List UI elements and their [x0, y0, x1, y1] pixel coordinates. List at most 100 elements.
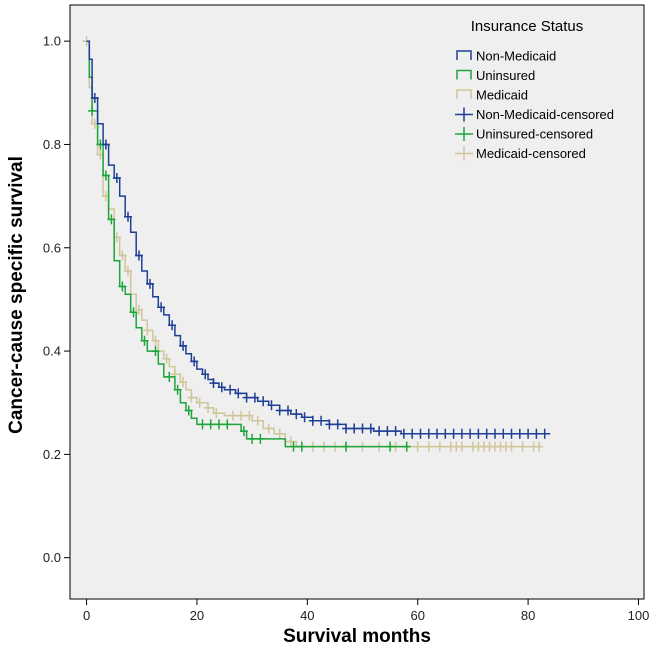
censor-mark — [350, 423, 359, 434]
plot-area — [69, 4, 645, 600]
censor-mark — [375, 426, 384, 437]
censor-mark — [151, 346, 160, 357]
censor-mark — [168, 320, 177, 331]
censor-mark — [140, 335, 149, 346]
censor-mark — [308, 415, 317, 426]
x-axis-title: Survival months — [283, 626, 431, 647]
censor-mark — [435, 441, 444, 452]
censor-mark — [342, 423, 350, 434]
censor-mark — [245, 410, 254, 421]
censor-mark — [212, 408, 221, 419]
legend-title: Insurance Status — [471, 18, 584, 35]
legend-censor-swatch — [455, 107, 473, 122]
censor-mark — [124, 266, 132, 276]
censor-mark — [151, 335, 160, 346]
censor-mark — [507, 428, 516, 439]
censor-mark — [206, 419, 215, 430]
censor-mark — [90, 93, 99, 103]
censor-mark — [184, 405, 193, 416]
censor-mark — [433, 428, 441, 439]
legend-line-swatch — [456, 89, 472, 99]
censor-mark — [204, 402, 212, 413]
x-tick-label: 20 — [190, 608, 204, 623]
censor-mark — [408, 428, 417, 439]
censor-mark — [515, 428, 524, 439]
censor-mark — [457, 428, 466, 439]
censor-mark — [499, 428, 508, 439]
y-tick-label: 0.6 — [43, 240, 61, 255]
x-tick-label: 60 — [410, 608, 424, 623]
censor-mark — [157, 302, 166, 313]
censor-mark — [256, 433, 265, 444]
censor-mark — [190, 356, 199, 367]
censor-mark — [474, 428, 483, 439]
legend-label: Uninsured — [476, 68, 535, 83]
censor-mark — [217, 382, 226, 393]
legend-label: Non-Medicaid — [476, 49, 556, 64]
censor-mark — [264, 423, 273, 434]
censor-mark — [237, 410, 246, 421]
y-tick-label: 1.0 — [43, 34, 61, 49]
censor-mark — [248, 433, 257, 444]
censor-mark — [228, 410, 237, 421]
censor-mark — [234, 388, 243, 399]
censor-mark — [275, 428, 284, 439]
legend-label: Uninsured-censored — [476, 127, 593, 142]
censor-mark — [242, 392, 251, 403]
legend-censor-swatch — [455, 146, 473, 161]
censor-mark — [226, 384, 235, 395]
censor-mark — [297, 441, 306, 452]
censor-mark — [289, 441, 298, 452]
censor-mark — [286, 436, 295, 447]
y-tick-label: 0.0 — [43, 550, 61, 565]
censor-mark — [358, 423, 367, 434]
censor-mark — [284, 405, 292, 416]
censor-mark — [179, 340, 188, 351]
y-tick-label: 0.2 — [43, 447, 61, 462]
series-layer — [82, 36, 551, 452]
y-tick-label: 0.8 — [43, 137, 61, 152]
legend-label: Non-Medicaid-censored — [476, 107, 614, 122]
legend-line-swatch — [456, 69, 472, 80]
axis-layer: 0 20 40 60 80 100 0.0 0.2 0.4 0.6 0.8 1.0 — [43, 34, 649, 623]
censor-mark — [101, 170, 110, 181]
censor-mark — [391, 426, 400, 437]
x-tick-label: 0 — [83, 608, 90, 623]
censor-mark — [366, 423, 375, 434]
censor-mark — [325, 419, 334, 430]
legend-label: Medicaid-censored — [476, 146, 586, 161]
censor-mark — [107, 214, 116, 225]
censor-mark — [441, 428, 450, 439]
legend-label: Medicaid — [476, 88, 528, 103]
legend-censor-swatch — [455, 127, 473, 141]
censor-mark — [195, 397, 204, 408]
censor-mark — [259, 396, 268, 407]
censor-mark — [162, 353, 171, 364]
censor-mark — [342, 441, 350, 452]
censor-mark — [88, 105, 97, 116]
censor-mark — [250, 392, 259, 403]
censor-mark — [383, 426, 392, 437]
censor-mark — [491, 428, 499, 439]
censor-mark — [532, 428, 541, 439]
censor-mark — [535, 441, 544, 452]
censor-mark — [124, 211, 132, 222]
censor-mark — [209, 378, 218, 389]
censor-mark — [129, 307, 138, 318]
censor-mark — [416, 428, 425, 439]
legend: Insurance Status Non-Medicaid Uninsured Me… — [455, 18, 614, 161]
censor-mark — [317, 415, 326, 426]
censor-mark — [518, 441, 527, 452]
legend-line-swatch — [456, 50, 472, 60]
censor-mark — [179, 377, 188, 388]
censor-mark — [449, 428, 458, 439]
x-tick-label: 40 — [300, 608, 314, 623]
x-tick-label: 80 — [521, 608, 535, 623]
censor-mark — [135, 250, 143, 261]
censor-mark — [399, 428, 408, 439]
y-tick-label: 0.4 — [43, 344, 61, 359]
censor-mark — [457, 441, 466, 452]
censor-mark — [239, 426, 248, 437]
censor-mark — [300, 412, 309, 423]
